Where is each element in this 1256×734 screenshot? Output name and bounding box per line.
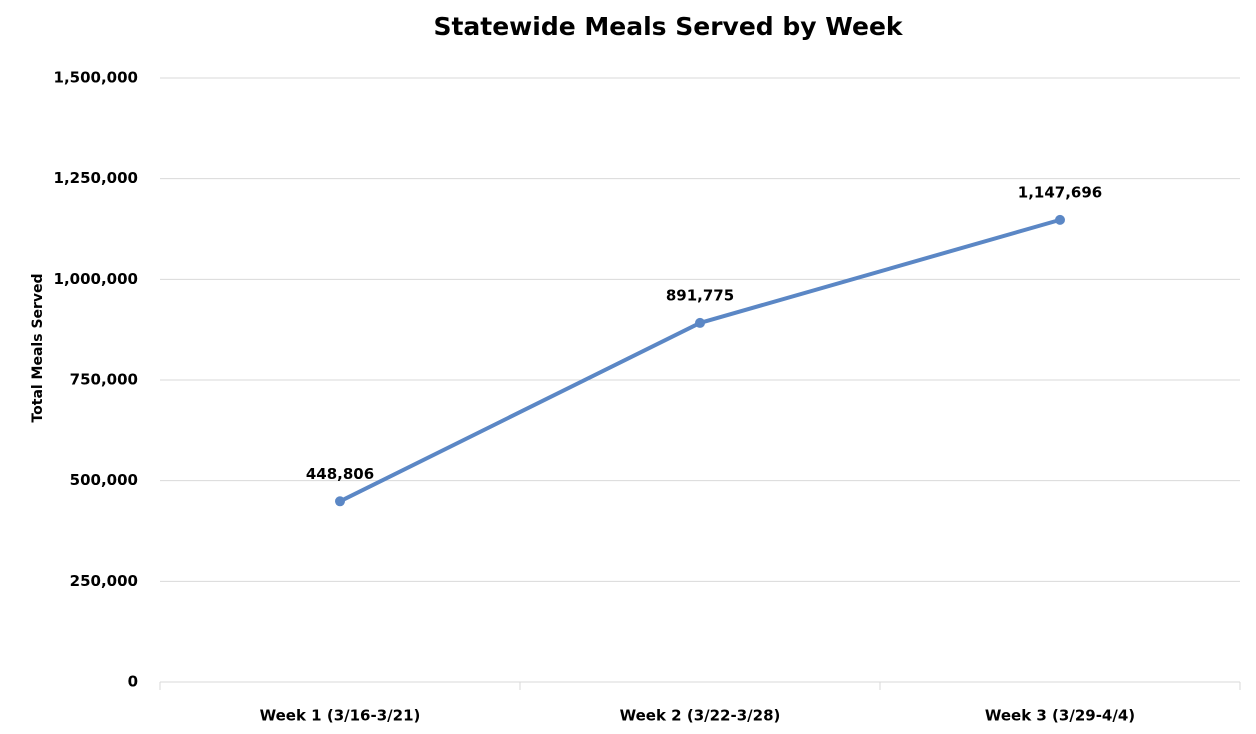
- y-tick-label: 750,000: [70, 371, 138, 389]
- x-tick-label: Week 3 (3/29-4/4): [985, 707, 1135, 725]
- data-label: 1,147,696: [1018, 183, 1102, 201]
- point: [1055, 214, 1065, 225]
- data-label: 891,775: [666, 286, 734, 304]
- point: [335, 496, 345, 507]
- x-tick-label: Week 1 (3/16-3/21): [260, 707, 421, 725]
- y-tick-label: 250,000: [70, 572, 138, 590]
- y-tick-label: 1,250,000: [54, 169, 138, 187]
- x-tick-label: Week 2 (3/22-3/28): [620, 707, 781, 725]
- y-tick-label: 500,000: [70, 471, 138, 489]
- y-tick-label: 0: [128, 673, 138, 691]
- data-label: 448,806: [306, 465, 374, 483]
- point: [695, 317, 705, 328]
- y-tick-label: 1,500,000: [54, 69, 138, 87]
- chart-title: Statewide Meals Served by Week: [433, 12, 903, 41]
- line: [339, 217, 1061, 504]
- y-tick-label: 1,000,000: [54, 270, 138, 288]
- y-axis-label: Total Meals Served: [30, 273, 46, 422]
